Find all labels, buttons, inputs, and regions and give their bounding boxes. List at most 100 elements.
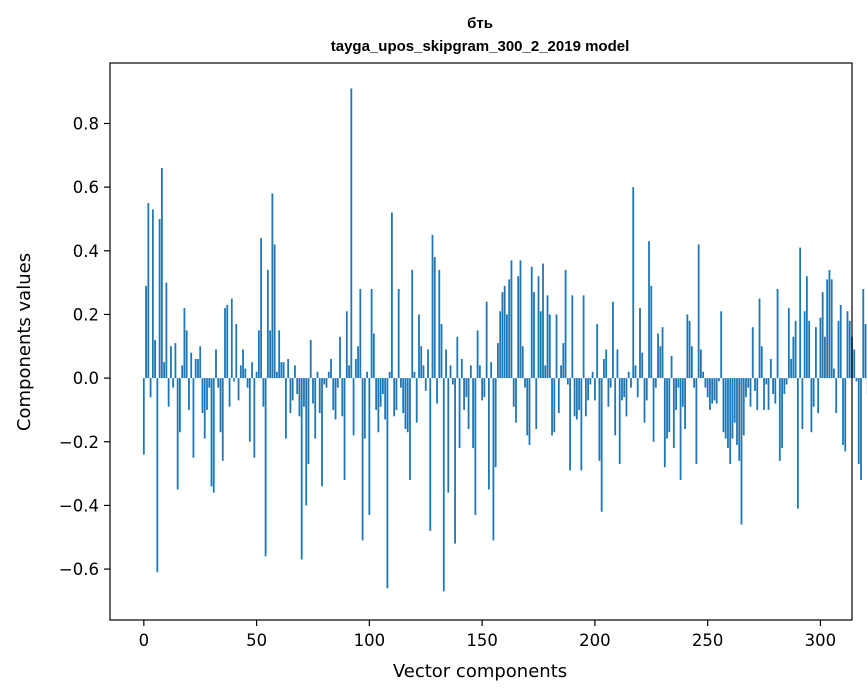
bar — [431, 234, 434, 379]
bar — [377, 378, 380, 433]
bar — [621, 378, 623, 401]
bar — [442, 378, 445, 592]
bar — [370, 288, 373, 379]
bar — [661, 327, 664, 379]
x-tick-label: 50 — [246, 631, 267, 650]
bar — [808, 320, 811, 379]
y-tick-label: −0.4 — [59, 496, 99, 515]
bar — [341, 378, 344, 417]
bar — [381, 378, 384, 395]
bar — [765, 378, 768, 385]
bar — [352, 378, 355, 436]
bar — [397, 288, 400, 379]
bar — [257, 330, 260, 379]
bar — [517, 276, 520, 379]
bar — [427, 349, 429, 379]
bar — [702, 371, 705, 379]
x-tick-label: 250 — [692, 631, 724, 650]
bar — [494, 378, 497, 468]
bar — [722, 378, 725, 433]
bar — [323, 378, 326, 385]
bar — [605, 349, 608, 379]
bar — [497, 343, 499, 379]
bar — [736, 378, 738, 445]
bar — [783, 378, 786, 395]
bar — [451, 378, 454, 385]
bar — [618, 378, 621, 465]
bar — [474, 378, 477, 515]
bar — [506, 314, 508, 379]
bar — [580, 378, 583, 471]
bar — [296, 378, 299, 395]
chart-subtitle: tayga_upos_skipgram_300_2_2019 model — [331, 38, 630, 55]
bar — [409, 378, 411, 480]
bar — [614, 378, 617, 436]
bar — [769, 359, 772, 379]
y-tick-label: 0.4 — [73, 242, 99, 261]
bar — [862, 288, 865, 379]
bar — [530, 266, 533, 379]
bar — [551, 378, 553, 436]
bar — [672, 378, 675, 449]
bar — [147, 203, 150, 379]
bar — [458, 378, 461, 449]
x-axis-label: Vector components — [393, 661, 567, 682]
bar — [142, 378, 145, 455]
bar — [490, 362, 493, 379]
bar — [544, 365, 547, 379]
bar — [499, 311, 502, 379]
bar — [183, 308, 186, 379]
bar — [711, 378, 714, 404]
y-axis-label: Components values — [14, 253, 35, 431]
bar — [248, 378, 251, 442]
bar — [275, 371, 278, 379]
bar — [830, 279, 833, 379]
bar — [438, 269, 441, 379]
bar — [233, 378, 235, 382]
bar — [537, 276, 540, 379]
bar — [641, 352, 644, 379]
y-tick-label: −0.2 — [59, 433, 99, 452]
bar — [154, 339, 156, 379]
bar — [508, 279, 511, 379]
bar — [246, 378, 249, 388]
bar — [314, 378, 317, 439]
bar — [751, 327, 754, 379]
bar — [555, 314, 558, 379]
bar — [478, 365, 481, 379]
bar — [145, 285, 147, 379]
bar — [305, 378, 308, 506]
bar — [575, 378, 578, 420]
bar — [643, 378, 646, 423]
y-tick-label: −0.6 — [59, 560, 99, 579]
bar — [294, 365, 296, 379]
bar — [393, 378, 396, 417]
bar — [303, 378, 305, 407]
bar — [384, 378, 387, 420]
bar — [758, 298, 761, 379]
bar — [747, 378, 750, 388]
bar — [203, 378, 206, 439]
bar — [587, 378, 590, 401]
bar — [772, 378, 774, 395]
bar — [334, 378, 337, 420]
bar — [729, 378, 732, 465]
bar — [400, 378, 402, 388]
bar — [429, 378, 432, 531]
bars-group — [142, 88, 867, 592]
bar — [860, 378, 862, 480]
bar — [262, 378, 265, 407]
bar — [158, 218, 161, 379]
bar — [309, 339, 312, 379]
bar — [163, 362, 166, 379]
bar — [160, 168, 163, 379]
bar — [192, 378, 195, 458]
bar — [699, 349, 702, 379]
bar — [221, 378, 224, 461]
bar — [533, 292, 535, 379]
bar — [165, 282, 168, 379]
bar — [720, 311, 723, 379]
bar — [379, 378, 382, 407]
bar — [596, 323, 599, 379]
